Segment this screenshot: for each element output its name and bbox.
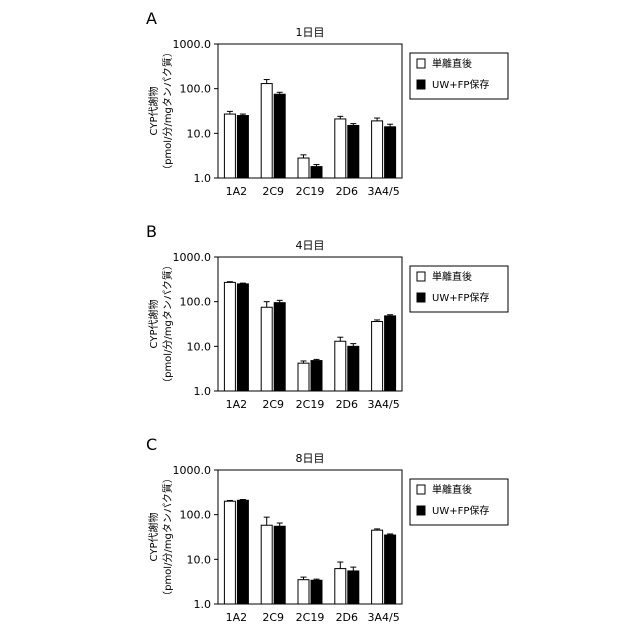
- bar: [348, 125, 359, 178]
- chart-title: 8日目: [296, 452, 325, 465]
- legend-label: UW+FP保存: [432, 504, 489, 517]
- bar: [224, 501, 235, 604]
- y-tick-label: 10.0: [187, 340, 212, 353]
- x-tick-label: 2C9: [262, 185, 284, 198]
- bar: [311, 167, 322, 178]
- y-tick-label: 10.0: [187, 127, 212, 140]
- bar: [298, 580, 309, 604]
- bar: [335, 569, 346, 604]
- chart-a-svg: A 1日目 1000.0 100.0 10.0 1.0 CYP代謝物（pmol/分/mgタン…: [0, 0, 640, 213]
- y-tick-label: 1.0: [194, 385, 212, 398]
- bar: [311, 580, 322, 604]
- bar: [261, 307, 272, 391]
- x-tick-label: 2C19: [296, 398, 325, 411]
- x-tick-label: 2C9: [262, 611, 284, 624]
- x-tick-label: 2D6: [336, 185, 358, 198]
- y-axis-label: CYP代謝物（pmol/分/mgタンパク質）: [147, 47, 174, 175]
- bar: [385, 316, 396, 391]
- bar: [335, 341, 346, 391]
- bar: [237, 500, 248, 604]
- y-tick-label: 1000.0: [173, 38, 212, 51]
- x-tick-label: 2C19: [296, 185, 325, 198]
- chart-c-svg: C 8日目 1000.0 100.0 10.0 1.0 CYP代謝物（pmol/分/mgタン…: [0, 426, 640, 639]
- bar: [261, 525, 272, 604]
- bar: [298, 158, 309, 178]
- legend-swatch: [417, 272, 425, 281]
- y-tick-label: 1000.0: [173, 464, 212, 477]
- legend-label: 単離直後: [432, 57, 472, 70]
- y-tick-label: 100.0: [180, 296, 212, 309]
- bar: [298, 363, 309, 391]
- legend-swatch: [417, 293, 425, 302]
- y-tick-label: 1.0: [194, 598, 212, 611]
- bar: [335, 119, 346, 178]
- bar: [224, 282, 235, 391]
- x-tick-label: 1A2: [226, 398, 248, 411]
- bar: [348, 571, 359, 604]
- legend-label: UW+FP保存: [432, 291, 489, 304]
- x-tick-label: 2C19: [296, 611, 325, 624]
- y-axis-label-line2: （pmol/分/mgタンパク質）: [161, 473, 174, 601]
- chart-title: 4日目: [296, 239, 325, 252]
- bar: [385, 127, 396, 178]
- bar: [372, 321, 383, 391]
- y-tick-label: 100.0: [180, 83, 212, 96]
- y-axis-label-line2: （pmol/分/mgタンパク質）: [161, 260, 174, 388]
- legend-swatch: [417, 80, 425, 89]
- chart-b-svg: B 4日目 1000.0 100.0 10.0 1.0 CYP代謝物（pmol/分/mgタン…: [0, 213, 640, 426]
- chart-panel-b: B 4日目 1000.0 100.0 10.0 1.0 CYP代謝物（pmol/分/mgタン…: [0, 213, 640, 426]
- legend-label: UW+FP保存: [432, 78, 489, 91]
- legend-swatch: [417, 506, 425, 515]
- x-tick-label: 3A4/5: [367, 398, 399, 411]
- bar: [274, 526, 285, 604]
- bar: [348, 346, 359, 391]
- bar: [372, 530, 383, 604]
- y-axis-label: CYP代謝物（pmol/分/mgタンパク質）: [147, 260, 174, 388]
- x-tick-label: 2D6: [336, 398, 358, 411]
- x-tick-label: 1A2: [226, 185, 248, 198]
- y-axis-label-line1: CYP代謝物: [147, 513, 160, 562]
- x-tick-label: 2C9: [262, 398, 284, 411]
- legend-label: 単離直後: [432, 483, 472, 496]
- y-axis-label: CYP代謝物（pmol/分/mgタンパク質）: [147, 473, 174, 601]
- y-tick-label: 100.0: [180, 509, 212, 522]
- y-axis-label-line2: （pmol/分/mgタンパク質）: [161, 47, 174, 175]
- bar: [237, 284, 248, 391]
- bar: [311, 361, 322, 391]
- bar: [274, 94, 285, 178]
- y-axis-label-line1: CYP代謝物: [147, 87, 160, 136]
- legend-swatch: [417, 59, 425, 68]
- bar: [261, 84, 272, 178]
- bar: [237, 116, 248, 178]
- x-tick-label: 3A4/5: [367, 611, 399, 624]
- x-tick-label: 3A4/5: [367, 185, 399, 198]
- legend-swatch: [417, 485, 425, 494]
- panel-letter: B: [146, 222, 157, 241]
- y-tick-label: 10.0: [187, 553, 212, 566]
- chart-panel-c: C 8日目 1000.0 100.0 10.0 1.0 CYP代謝物（pmol/分/mgタン…: [0, 426, 640, 639]
- chart-panel-a: A 1日目 1000.0 100.0 10.0 1.0 CYP代謝物（pmol/分/mgタン…: [0, 0, 640, 213]
- legend-label: 単離直後: [432, 270, 472, 283]
- bar: [372, 121, 383, 178]
- y-tick-label: 1000.0: [173, 251, 212, 264]
- bar: [224, 114, 235, 178]
- x-tick-label: 2D6: [336, 611, 358, 624]
- bar: [274, 303, 285, 391]
- x-tick-label: 1A2: [226, 611, 248, 624]
- y-axis-label-line1: CYP代謝物: [147, 300, 160, 349]
- panel-letter: A: [146, 9, 157, 28]
- panel-letter: C: [146, 435, 157, 454]
- chart-title: 1日目: [296, 26, 325, 39]
- y-tick-label: 1.0: [194, 172, 212, 185]
- bar: [385, 535, 396, 604]
